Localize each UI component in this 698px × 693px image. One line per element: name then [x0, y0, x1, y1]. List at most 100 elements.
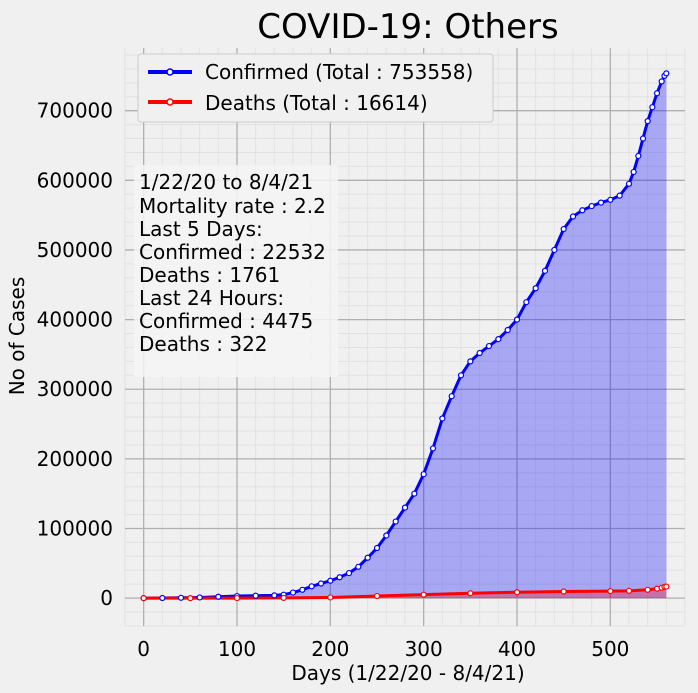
annotation-line: Mortality rate : 2.2 [139, 194, 326, 218]
legend-label-deaths: Deaths (Total : 16614) [205, 91, 428, 115]
series-point-0 [345, 569, 353, 577]
series-point-0 [467, 358, 474, 365]
y-tick-labels: 0 100000 200000 300000 400000 500000 600000 700… [37, 99, 113, 610]
series-point-0 [569, 213, 577, 220]
series-point-0 [420, 471, 427, 478]
series-point-1 [644, 586, 651, 593]
series-point-0 [579, 207, 586, 214]
y-tick-label: 500000 [37, 238, 113, 262]
series-point-1 [233, 594, 241, 602]
series-point-0 [560, 225, 567, 233]
series-point-0 [663, 70, 670, 77]
series-point-0 [289, 589, 297, 596]
x-tick-label: 0 [137, 637, 150, 661]
series-point-0 [551, 246, 558, 254]
annotation-background [134, 165, 338, 377]
annotation-box: 1/22/20 to 8/4/21 Mortality rate : 2.2 L… [134, 165, 338, 377]
x-tick-label: 300 [405, 637, 443, 661]
series-fills [143, 73, 667, 599]
x-tick-label: 100 [218, 637, 256, 661]
series-point-0 [327, 577, 334, 584]
annotation-line: 1/22/20 to 8/4/21 [139, 170, 313, 194]
series-point-0 [658, 78, 665, 85]
series-fill-0 [143, 73, 667, 599]
series-point-0 [513, 316, 521, 323]
series-point-0 [177, 594, 185, 601]
series-point-0 [373, 544, 381, 552]
series-point-0 [215, 593, 222, 600]
series-point-0 [630, 168, 637, 176]
series-point-1 [513, 589, 521, 596]
series-point-0 [448, 393, 455, 400]
x-tick-label: 200 [311, 637, 349, 661]
x-tick-label: 400 [498, 637, 536, 661]
series-point-0 [616, 192, 623, 199]
series-point-1 [327, 594, 334, 601]
series-point-0 [429, 445, 437, 452]
series-point-0 [439, 415, 446, 422]
series-point-1 [280, 594, 287, 602]
series-point-0 [308, 583, 315, 590]
series-point-1 [420, 591, 427, 598]
annotation-line: Last 24 Hours: [139, 286, 284, 310]
series-point-1 [625, 587, 633, 594]
y-axis-label: No of Cases [5, 277, 29, 396]
series-point-0 [653, 90, 661, 97]
legend-label-confirmed: Confirmed (Total : 753558) [205, 60, 473, 84]
series-point-0 [607, 196, 614, 203]
series-point-0 [597, 199, 605, 206]
legend-background [137, 53, 494, 123]
annotation-line: Deaths : 1761 [139, 263, 280, 287]
series-fill-1 [143, 586, 667, 599]
y-tick-label: 400000 [37, 308, 113, 332]
series-point-0 [476, 349, 483, 357]
series-point-0 [523, 299, 530, 306]
series-point-0 [639, 135, 647, 142]
series-point-0 [252, 592, 259, 599]
series-point-0 [299, 586, 306, 593]
series-point-0 [625, 180, 633, 187]
x-tick-label: 500 [591, 637, 629, 661]
annotation-line: Last 5 Days: [139, 217, 263, 241]
y-tick-label: 0 [100, 586, 113, 610]
series-point-0 [411, 490, 418, 497]
series-point-0 [271, 592, 278, 599]
series-point-0 [635, 152, 642, 160]
series-point-0 [649, 104, 656, 111]
series-point-0 [457, 372, 465, 379]
y-tick-label: 700000 [37, 99, 113, 123]
x-tick-labels: 0 100 200 300 400 500 [137, 637, 629, 661]
annotation-line: Confirmed : 4475 [139, 309, 313, 333]
series-point-0 [401, 504, 409, 511]
series-point-0 [317, 580, 325, 587]
legend: Confirmed (Total : 753558) Deaths (Total… [137, 53, 494, 123]
series-point-0 [159, 594, 166, 602]
annotation-line: Deaths : 322 [139, 332, 268, 356]
series-point-1 [607, 588, 614, 595]
series-point-1 [560, 588, 567, 595]
series-point-0 [495, 335, 502, 343]
series-point-0 [532, 285, 539, 292]
series-point-1 [467, 590, 474, 597]
series-point-1 [663, 583, 670, 590]
y-tick-label: 100000 [37, 517, 113, 541]
series-point-0 [383, 532, 390, 539]
y-tick-label: 300000 [37, 377, 113, 401]
series-point-0 [355, 563, 362, 570]
series-point-0 [485, 342, 493, 350]
series-point-0 [336, 574, 343, 581]
series-point-1 [187, 595, 194, 602]
x-axis-label: Days (1/22/20 - 8/4/21) [291, 661, 524, 685]
series-point-0 [364, 554, 371, 561]
y-tick-label: 600000 [37, 168, 113, 192]
legend-marker-confirmed [166, 68, 174, 76]
series-point-0 [392, 518, 399, 525]
series-point-0 [504, 326, 511, 334]
series-point-0 [541, 267, 549, 274]
chart-title: COVID-19: Others [257, 7, 558, 47]
legend-marker-deaths [166, 98, 174, 106]
series-points [140, 70, 670, 602]
series-point-0 [196, 594, 203, 601]
series-point-1 [140, 595, 147, 602]
